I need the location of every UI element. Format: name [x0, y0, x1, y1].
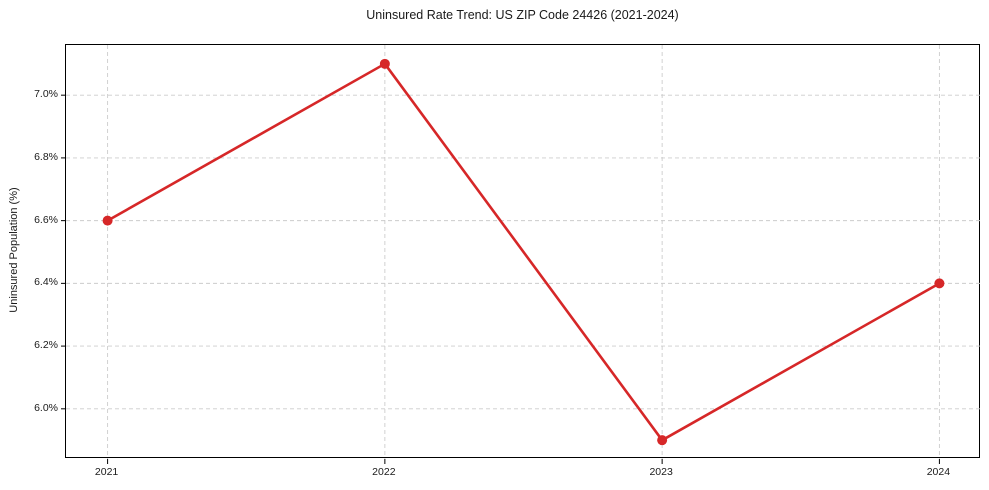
x-tick-label: 2024 [926, 466, 951, 478]
y-axis-label: Uninsured Population (%) [8, 187, 20, 313]
trend-line [106, 62, 941, 442]
data-point-2022 [379, 58, 390, 69]
data-point-2023 [657, 435, 668, 446]
y-tick-label: 6.6% [34, 213, 58, 226]
x-tick-label: 2022 [372, 466, 396, 478]
y-tick-label: 6.4% [34, 276, 58, 289]
y-tick-label: 6.0% [34, 401, 58, 414]
plot-area [61, 44, 981, 464]
data-point-2021 [102, 215, 113, 226]
y-tick-label: 6.2% [34, 339, 58, 352]
y-tick-label: 7.0% [34, 88, 58, 101]
y-tick-label: 6.8% [34, 150, 58, 163]
line-chart-canvas [61, 45, 981, 464]
data-point-2024 [934, 278, 945, 289]
chart-title: Uninsured Rate Trend: US ZIP Code 24426 … [366, 8, 679, 22]
x-tick-label: 2023 [649, 466, 673, 478]
x-tick-label: 2021 [94, 466, 119, 478]
